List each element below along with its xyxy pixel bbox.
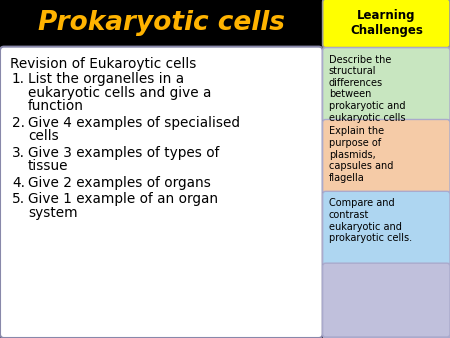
Text: Prokaryotic cells: Prokaryotic cells bbox=[38, 10, 285, 36]
Text: Give 3 examples of types of: Give 3 examples of types of bbox=[28, 146, 220, 160]
Text: Give 2 examples of organs: Give 2 examples of organs bbox=[28, 176, 211, 190]
Text: Give 4 examples of specialised: Give 4 examples of specialised bbox=[28, 116, 240, 130]
Text: 3.: 3. bbox=[12, 146, 25, 160]
FancyBboxPatch shape bbox=[323, 120, 450, 193]
FancyBboxPatch shape bbox=[323, 0, 450, 48]
Text: 2.: 2. bbox=[12, 116, 25, 130]
Text: 1.: 1. bbox=[12, 72, 25, 86]
FancyBboxPatch shape bbox=[323, 191, 450, 265]
Text: tissue: tissue bbox=[28, 159, 68, 173]
Text: function: function bbox=[28, 99, 84, 113]
Text: 4.: 4. bbox=[12, 176, 25, 190]
Text: Compare and
contrast
eukaryotic and
prokaryotic cells.: Compare and contrast eukaryotic and prok… bbox=[328, 198, 412, 243]
Text: Explain the
purpose of
plasmids,
capsules and
flagella: Explain the purpose of plasmids, capsule… bbox=[328, 126, 393, 183]
Text: Give 1 example of an organ: Give 1 example of an organ bbox=[28, 192, 218, 206]
Text: List the organelles in a: List the organelles in a bbox=[28, 72, 184, 86]
Text: Describe the
structural
differences
between
prokaryotic and
eukaryotic cells: Describe the structural differences betw… bbox=[328, 55, 405, 123]
Text: eukaryotic cells and give a: eukaryotic cells and give a bbox=[28, 86, 212, 100]
Bar bbox=[323, 0, 450, 338]
FancyBboxPatch shape bbox=[0, 47, 323, 338]
Text: Revision of Eukaroytic cells: Revision of Eukaroytic cells bbox=[10, 57, 196, 71]
FancyBboxPatch shape bbox=[323, 263, 450, 337]
FancyBboxPatch shape bbox=[323, 48, 450, 121]
Text: Learning
Challenges: Learning Challenges bbox=[350, 9, 423, 37]
Text: cells: cells bbox=[28, 129, 59, 143]
Bar bbox=[0, 0, 323, 47]
Text: system: system bbox=[28, 206, 77, 220]
Text: 5.: 5. bbox=[12, 192, 25, 206]
